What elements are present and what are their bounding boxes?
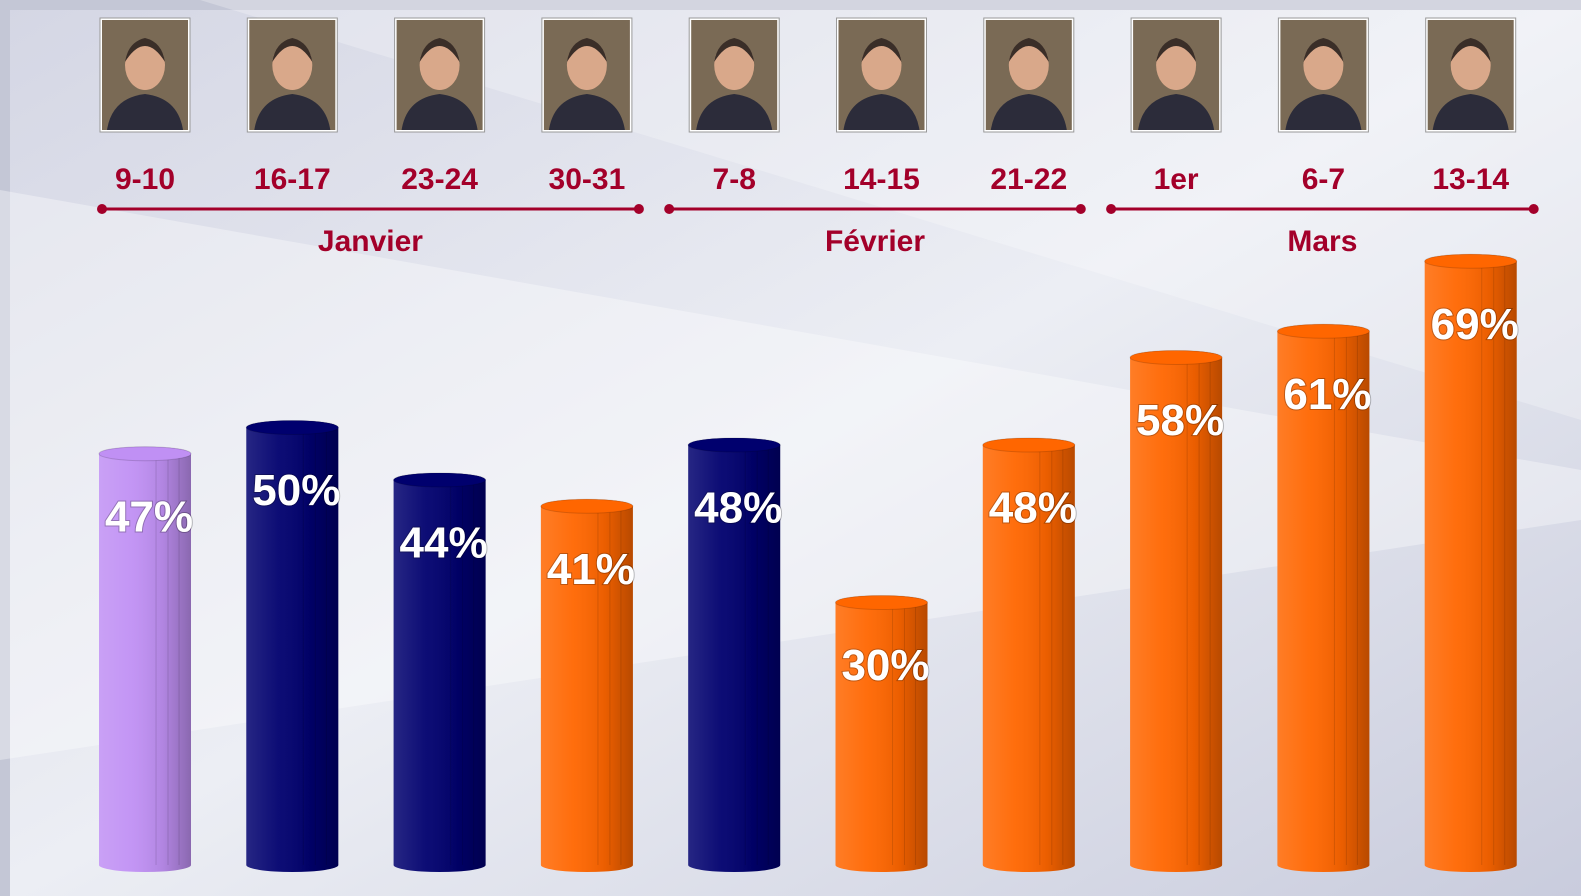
timeline-dot xyxy=(1529,204,1539,214)
category-label: 13-14 xyxy=(1432,163,1509,196)
chart: 9-10 16-17 23-24 30-31 7-8 14-15 21-22 1er 6-7 13… xyxy=(0,0,1581,896)
category-label: 7-8 xyxy=(713,163,756,196)
category-label: 21-22 xyxy=(990,163,1067,196)
value-label: 48% xyxy=(694,484,782,533)
timeline-dot xyxy=(97,204,107,214)
value-label: 44% xyxy=(400,519,488,568)
category-label: 23-24 xyxy=(401,163,478,196)
bar-top xyxy=(1277,324,1369,338)
category-label: 30-31 xyxy=(549,163,626,196)
timeline-dot xyxy=(634,204,644,214)
bar-top xyxy=(541,499,633,513)
bar-top xyxy=(394,473,486,487)
bar-shade xyxy=(836,596,928,873)
value-label: 30% xyxy=(841,641,929,690)
category-label: 9-10 xyxy=(115,163,175,196)
bar-top xyxy=(836,596,928,610)
bar-top xyxy=(688,438,780,452)
category-label: 6-7 xyxy=(1302,163,1345,196)
value-label: 48% xyxy=(989,484,1077,533)
month-label: Janvier xyxy=(318,225,423,258)
month-label: Mars xyxy=(1287,225,1357,258)
bar-top xyxy=(1130,351,1222,365)
value-label: 50% xyxy=(252,466,340,515)
page: 9-10 16-17 23-24 30-31 7-8 14-15 21-22 1er 6-7 13… xyxy=(0,0,1581,896)
timeline-dot xyxy=(1106,204,1116,214)
month-label: Février xyxy=(825,225,925,258)
timeline-dot xyxy=(664,204,674,214)
category-label: 16-17 xyxy=(254,163,331,196)
category-label: 14-15 xyxy=(843,163,920,196)
value-label: 41% xyxy=(547,545,635,594)
value-label: 47% xyxy=(105,492,193,541)
bar-top xyxy=(983,438,1075,452)
bar-top xyxy=(1425,254,1517,268)
value-label: 61% xyxy=(1283,370,1371,419)
value-label: 58% xyxy=(1136,396,1224,445)
value-label: 69% xyxy=(1431,300,1519,349)
category-label: 1er xyxy=(1154,163,1199,196)
bar-top xyxy=(99,447,191,461)
bar-top xyxy=(246,421,338,435)
timeline-dot xyxy=(1076,204,1086,214)
